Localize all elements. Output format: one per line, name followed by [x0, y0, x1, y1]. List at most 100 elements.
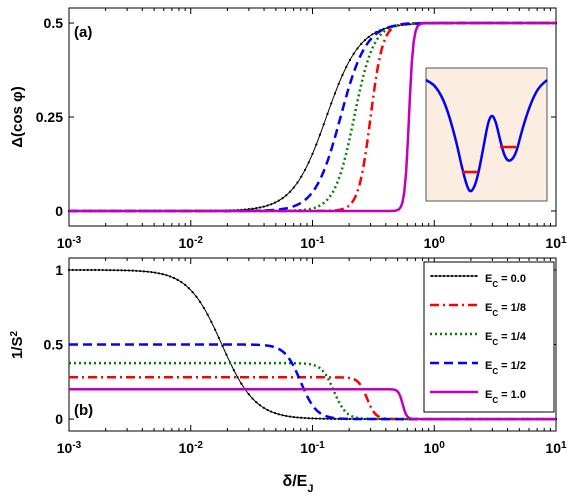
series-marker-ec0: [202, 306, 205, 310]
series-marker-ec0: [262, 406, 265, 409]
legend-swatch-marker: [442, 274, 446, 278]
series-marker-ec0: [191, 291, 194, 294]
series-marker-ec0: [116, 269, 119, 272]
legend-label-ec0: EC = 0.0: [485, 273, 526, 289]
y-tick-label: 0.5: [44, 337, 64, 353]
series-marker-ec0: [270, 203, 273, 206]
legend: EC = 0.0 EC = 1/8 EC = 1/4 EC = 1/2 EC = 1.0: [423, 261, 555, 413]
x-tick-label: 100: [424, 440, 446, 457]
legend-swatch-marker: [466, 274, 470, 278]
y-tick-label: 1: [55, 262, 63, 278]
series-marker-ec0: [195, 295, 198, 298]
series-marker-ec0: [262, 205, 265, 208]
series-marker-ec0: [281, 414, 284, 417]
panel-a: 0 0.25 0.5 10-3 10-2 10-1 100 101 (a) Δ(cos φ): [9, 7, 567, 252]
y-tick-label: 0.5: [44, 15, 64, 31]
series-marker-ec0: [79, 268, 82, 272]
series-marker-ec0: [300, 416, 303, 419]
series-marker-ec0: [270, 410, 273, 413]
legend-swatch-marker: [430, 274, 434, 278]
x-tick-label: 10-1: [300, 440, 325, 457]
legend-label-ec18: EC = 1/8: [485, 302, 526, 318]
series-marker-ec0: [180, 281, 183, 284]
series-marker-ec0: [352, 52, 355, 55]
series-marker-ec0: [112, 269, 116, 272]
series-marker-ec0: [258, 404, 262, 407]
series-marker-ec0: [326, 417, 329, 420]
series-marker-ec0: [281, 197, 284, 200]
series-marker-ec0: [176, 278, 179, 281]
series-marker-ec0: [326, 112, 329, 115]
series-marker-ec0: [105, 268, 108, 272]
inset-potential: [425, 67, 548, 202]
series-marker-ec0: [184, 283, 187, 287]
series-marker-ec0: [348, 58, 352, 62]
series-marker-ec0: [363, 417, 367, 421]
series-marker-ec0: [154, 271, 157, 274]
series-marker-ec0: [120, 269, 123, 272]
series-marker-ec0: [266, 408, 269, 412]
series-marker-ec0: [318, 133, 322, 136]
curves-a: [67, 21, 558, 213]
legend-box: [423, 261, 555, 413]
series-marker-ec0: [214, 328, 217, 331]
series-marker-ec0: [109, 269, 112, 272]
series-marker-ec0: [232, 369, 235, 372]
legend-swatch-marker: [450, 274, 454, 278]
legend-swatch-marker: [434, 274, 438, 278]
x-tick-label: 10-3: [57, 235, 82, 252]
x-tick-label: 10-1: [300, 235, 325, 252]
y-axis-label-b: 1/S2: [9, 331, 27, 360]
series-marker-ec0: [71, 268, 74, 272]
series-marker-ec0: [318, 417, 322, 420]
series-marker-ec0: [315, 143, 318, 146]
series-marker-ec0: [371, 33, 374, 36]
x-tick-label: 100: [424, 235, 446, 252]
x-tick-label: 10-2: [179, 235, 204, 252]
series-marker-ec0: [307, 161, 310, 164]
x-ticks-b: 10-3 10-2 10-1 100 101: [57, 258, 567, 456]
series-marker-ec0: [139, 269, 142, 273]
series-marker-ec0: [277, 199, 280, 202]
series-marker-ec0: [382, 27, 385, 31]
series-marker-ec0: [300, 175, 303, 178]
x-tick-label: 10-3: [57, 440, 82, 457]
x-axis-label: δ/EJ: [283, 473, 314, 495]
y-ticks-a: 0 0.25 0.5: [36, 15, 556, 219]
legend-swatch-marker: [454, 274, 458, 278]
series-marker-ec0: [172, 276, 175, 280]
series-marker-ec0: [247, 393, 250, 396]
legend-swatch-marker: [462, 274, 466, 278]
series-marker-ec0: [288, 190, 292, 193]
series-line-ec10: [69, 387, 556, 421]
series-marker-ec0: [199, 300, 202, 304]
series-marker-ec0: [165, 274, 168, 277]
series-marker-ec0: [127, 269, 131, 272]
series-marker-ec0: [90, 268, 93, 272]
series-marker-ec0: [150, 271, 153, 274]
series-marker-ec0: [303, 168, 307, 172]
series-marker-ec0: [101, 268, 104, 272]
inset-potential-curve: [425, 78, 548, 193]
series-marker-ec0: [341, 73, 344, 77]
series-marker-ec0: [217, 336, 220, 339]
panel-label-a: (a): [74, 24, 92, 41]
series-marker-ec0: [303, 416, 307, 420]
series-line-ec14: [69, 361, 556, 421]
legend-label-ec12: EC = 1/2: [485, 360, 526, 376]
x-tick-label: 101: [545, 440, 567, 457]
series-marker-ec0: [273, 201, 277, 204]
series-marker-ec0: [255, 401, 258, 404]
legend-swatch-marker: [470, 274, 474, 278]
series-marker-ec0: [225, 353, 228, 356]
series-marker-ec0: [210, 320, 213, 323]
legend-swatch-marker: [438, 274, 442, 278]
series-marker-ec0: [187, 287, 190, 290]
panel-b: 0 0.5 1 10-3 10-2 10-1 100 101 (b) 1/S2 EC = 0…: [9, 257, 567, 456]
series-marker-ec0: [247, 208, 250, 211]
series-marker-ec0: [255, 207, 258, 210]
series-marker-ec0: [322, 417, 325, 420]
series-marker-ec0: [296, 416, 299, 419]
legend-swatch-marker: [474, 274, 478, 278]
